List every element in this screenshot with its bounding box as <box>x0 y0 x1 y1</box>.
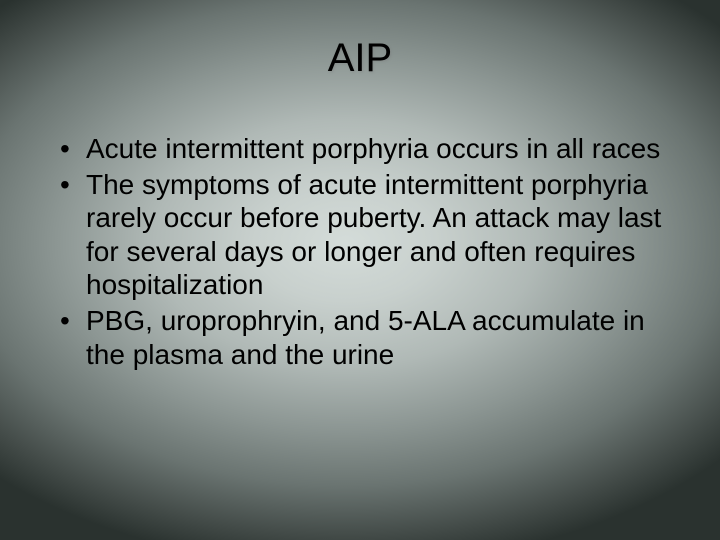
slide-title: AIP <box>0 36 720 81</box>
bullet-list: Acute intermittent porphyria occurs in a… <box>54 132 666 371</box>
list-item: Acute intermittent porphyria occurs in a… <box>54 132 666 166</box>
slide-content: Acute intermittent porphyria occurs in a… <box>54 132 666 373</box>
list-item: PBG, uroprophryin, and 5-ALA accumulate … <box>54 304 666 371</box>
list-item: The symptoms of acute intermittent porph… <box>54 168 666 302</box>
slide: AIP Acute intermittent porphyria occurs … <box>0 0 720 540</box>
